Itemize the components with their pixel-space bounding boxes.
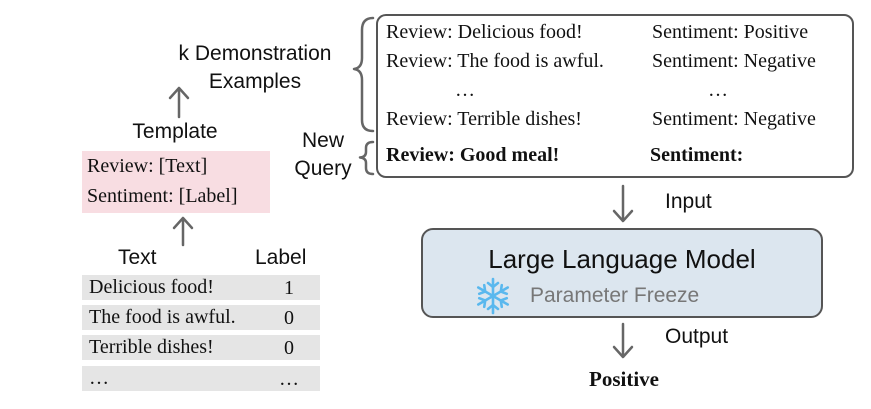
prompt-demo-sentiment: Sentiment: Negative [652,50,816,72]
demonstration-label-line1: k Demonstration [178,42,332,65]
input-label: Input [665,190,712,213]
prompt-box [376,14,854,178]
row-label: 0 [284,307,294,329]
row-text: Terrible dishes! [89,336,214,358]
parameter-freeze-label: Parameter Freeze [530,284,700,307]
llm-box: Large Language Model Parameter Freeze [421,228,823,318]
prompt-demo-ellipsis: … [455,79,475,101]
template-line-review: Review: [Text] [87,155,208,177]
prompt-query-sentiment: Sentiment: [650,144,744,166]
template-line-sentiment: Sentiment: [Label] [87,185,238,207]
new-query-line2: Query [294,157,352,180]
prompt-demo-review: Review: Terrible dishes! [386,108,582,130]
row-label: 0 [284,337,294,359]
table-row: The food is awful. 0 [82,305,320,330]
prompt-demo-review: Review: The food is awful. [386,50,604,72]
row-label: … [279,368,299,390]
output-result: Positive [589,367,659,391]
table-header-label: Label [255,246,307,269]
row-label: 1 [284,277,294,299]
new-query-label: New Query [282,127,364,183]
demonstration-examples-label: k Demonstration Examples [150,40,360,96]
prompt-demo-review: Review: Delicious food! [386,21,583,43]
row-text: … [89,367,109,389]
table-row: Delicious food! 1 [82,275,320,300]
template-box: Review: [Text] Sentiment: [Label] [82,151,270,213]
table-row: Terrible dishes! 0 [82,335,320,360]
prompt-demo-sentiment: Sentiment: Negative [652,108,816,130]
table-header-text: Text [118,246,157,269]
prompt-demo-ellipsis: … [708,79,728,101]
brace-demonstrations [352,16,375,133]
template-label: Template [132,120,218,143]
prompt-demo-sentiment: Sentiment: Positive [652,21,809,43]
snowflake-icon [476,277,510,315]
brace-new-query [358,140,375,176]
table-row: … … [82,366,320,391]
new-query-line1: New [301,129,344,152]
row-text: The food is awful. [89,306,236,328]
prompt-query-review: Review: Good meal! [386,144,560,166]
row-text: Delicious food! [89,276,214,298]
demonstration-label-line2: Examples [208,70,302,93]
llm-title: Large Language Model [488,244,756,274]
output-label: Output [665,325,729,348]
